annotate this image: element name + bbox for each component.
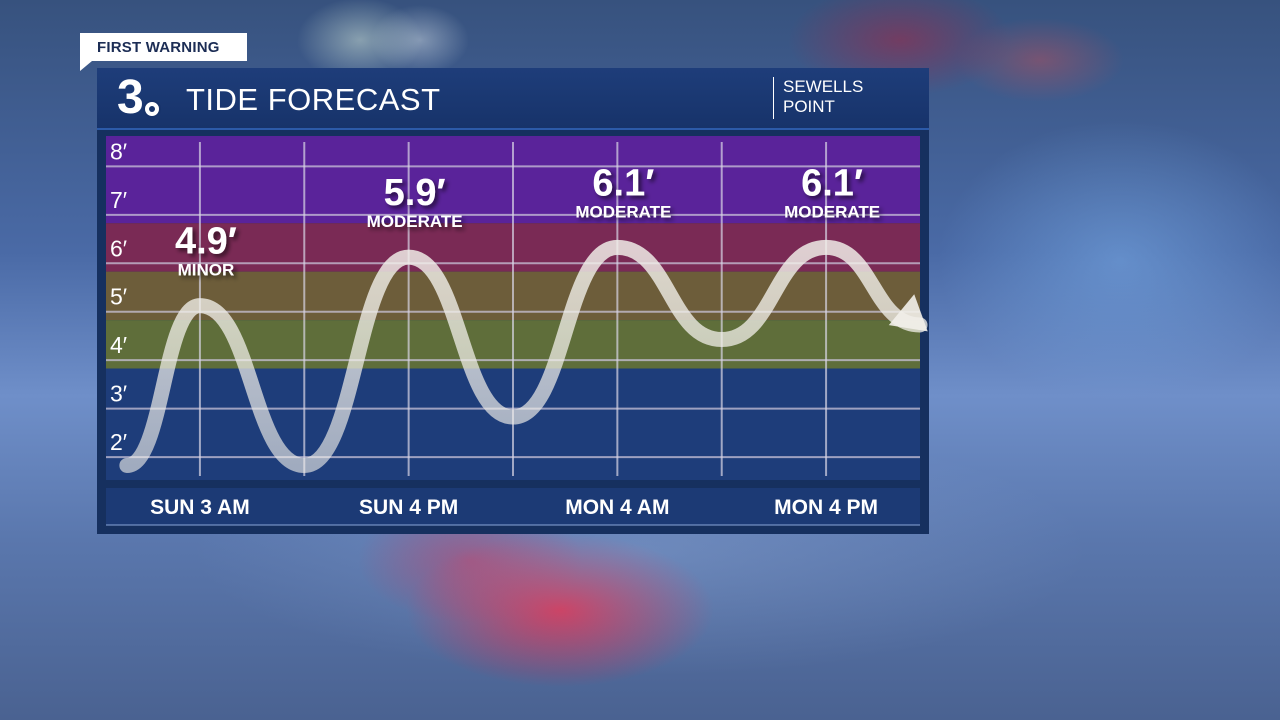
- y-tick-label: 4′: [110, 332, 127, 358]
- station-logo: 3: [117, 71, 165, 124]
- peak-category-label: MINOR: [178, 261, 235, 280]
- tide-point: [825, 246, 827, 248]
- page-title: TIDE FORECAST: [186, 82, 441, 117]
- x-axis-strip: [106, 488, 920, 525]
- y-tick-label: 8′: [110, 138, 127, 164]
- tide-chart: 8′7′6′5′4′3′2′4.9′MINOR5.9′MODERATE6.1′M…: [106, 136, 928, 526]
- tide-curve: [119, 239, 928, 473]
- chart-panel: 8′ 7′ 6′ 5′ 4′ 3′ 2′ 4.9′ MINOR 5.9′ MODERATE 6.1′ M…: [97, 130, 929, 534]
- location-line-1: SEWELLS: [783, 77, 864, 96]
- y-tick-label: 5′: [110, 284, 127, 310]
- tide-point: [126, 464, 128, 466]
- y-tick-label: 3′: [110, 381, 127, 407]
- peak-value-label: 6.1′: [592, 162, 654, 204]
- peak-value-label: 4.9′: [175, 221, 237, 263]
- tide-point: [721, 338, 723, 340]
- y-tick-label: 2′: [110, 429, 127, 455]
- tide-arrowhead: [888, 294, 928, 332]
- location-line-2: POINT: [783, 97, 835, 116]
- tide-point: [919, 324, 921, 326]
- y-tick-label: 6′: [110, 235, 127, 261]
- x-tick-label: MON 4 AM: [565, 496, 669, 519]
- first-warning-tag: FIRST WARNING: [80, 33, 247, 61]
- logo-number: 3: [117, 71, 144, 124]
- peak-value-label: 6.1′: [801, 162, 863, 204]
- tide-point: [199, 305, 201, 307]
- x-tick-label: SUN 4 PM: [359, 496, 458, 519]
- tide-point: [512, 416, 514, 418]
- location-label: SEWELLS POINT: [773, 77, 883, 119]
- x-tick-label: SUN 3 AM: [150, 496, 250, 519]
- cbs-eye-icon: [143, 100, 161, 118]
- tide-point: [303, 464, 305, 466]
- tide-point: [408, 256, 410, 258]
- x-tick-label: MON 4 PM: [774, 496, 878, 519]
- peak-value-label: 5.9′: [384, 172, 446, 214]
- peak-category-label: MODERATE: [784, 202, 880, 221]
- chart-header: 3 TIDE FORECAST SEWELLS POINT: [97, 68, 929, 130]
- first-warning-label: FIRST WARNING: [97, 38, 220, 56]
- tide-point: [616, 246, 618, 248]
- peak-category-label: MODERATE: [367, 212, 463, 231]
- y-tick-label: 7′: [110, 187, 127, 213]
- peak-category-label: MODERATE: [575, 202, 671, 221]
- tag-notch: [80, 61, 92, 71]
